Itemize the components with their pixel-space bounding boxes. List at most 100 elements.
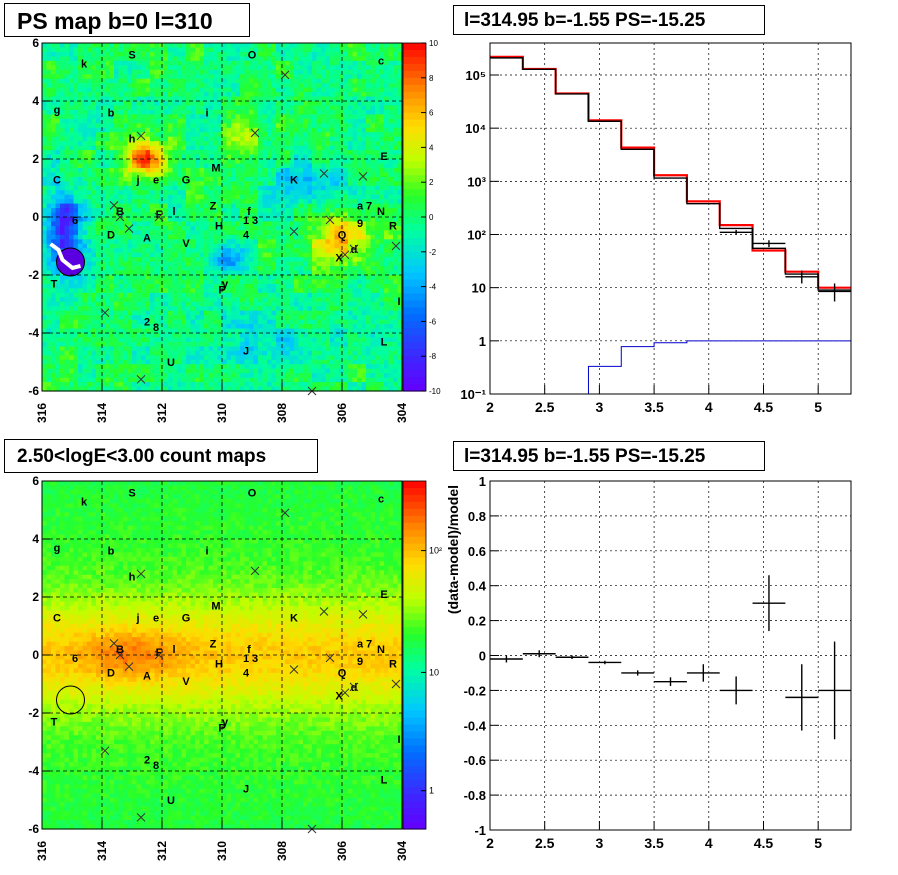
- heatmap-cell: [267, 217, 273, 223]
- heatmap-cell: [244, 60, 250, 66]
- heatmap-cell: [46, 248, 52, 254]
- heatmap-cell: [123, 301, 129, 307]
- heatmap-cell: [73, 230, 79, 236]
- heatmap-cell: [208, 212, 214, 218]
- heatmap-cell: [78, 43, 84, 49]
- heatmap-cell: [208, 96, 214, 102]
- heatmap-cell: [285, 123, 291, 129]
- heatmap-cell: [168, 181, 174, 187]
- heatmap-cell: [91, 185, 97, 191]
- heatmap-cell: [87, 337, 93, 343]
- heatmap-cell: [208, 87, 214, 93]
- heatmap-cell: [163, 114, 169, 120]
- heatmap-cell: [253, 43, 259, 49]
- heatmap-cell: [82, 359, 88, 365]
- heatmap-cell: [325, 118, 331, 124]
- heatmap-cell: [249, 355, 255, 361]
- heatmap-cell: [240, 47, 246, 53]
- heatmap-cell: [226, 283, 232, 289]
- heatmap-cell: [285, 181, 291, 187]
- heatmap-cell: [217, 364, 223, 370]
- heatmap-cell: [141, 275, 147, 281]
- heatmap-cell: [91, 208, 97, 214]
- heatmap-cell: [303, 359, 309, 365]
- heatmap-cell: [163, 243, 169, 249]
- heatmap-cell: [262, 109, 268, 115]
- heatmap-cell: [100, 87, 106, 93]
- heatmap-cell: [267, 47, 273, 53]
- heatmap-cell: [145, 65, 151, 71]
- heatmap-cell: [312, 185, 318, 191]
- heatmap-cell: [141, 105, 147, 111]
- heatmap-cell: [154, 382, 160, 388]
- heatmap-cell: [82, 101, 88, 107]
- heatmap-cell: [231, 60, 237, 66]
- heatmap-cell: [154, 150, 160, 156]
- heatmap-cell: [123, 333, 129, 339]
- heatmap-cell: [172, 203, 178, 209]
- heatmap-cell: [303, 92, 309, 98]
- heatmap-cell: [186, 328, 192, 334]
- heatmap-cell: [289, 199, 295, 205]
- heatmap-cell: [69, 346, 75, 352]
- heatmap-cell: [127, 154, 133, 160]
- heatmap-cell: [244, 69, 250, 75]
- heatmap-cell: [199, 51, 205, 57]
- heatmap-cell: [154, 87, 160, 93]
- heatmap-cell: [307, 136, 313, 142]
- heatmap-cell: [46, 225, 52, 231]
- heatmap-cell: [168, 341, 174, 347]
- heatmap-cell: [240, 243, 246, 249]
- heatmap-cell: [267, 212, 273, 218]
- heatmap-cell: [100, 154, 106, 160]
- heatmap-cell: [163, 203, 169, 209]
- heatmap-cell: [303, 123, 309, 129]
- heatmap-cell: [127, 337, 133, 343]
- heatmap-cell: [154, 43, 160, 49]
- heatmap-cell: [163, 190, 169, 196]
- heatmap-cell: [226, 301, 232, 307]
- heatmap-cell: [312, 359, 318, 365]
- heatmap-cell: [280, 266, 286, 272]
- heatmap-cell: [298, 350, 304, 356]
- heatmap-cell: [289, 141, 295, 147]
- heatmap-cell: [312, 225, 318, 231]
- heatmap-cell: [316, 185, 322, 191]
- heatmap-cell: [55, 132, 61, 138]
- heatmap-cell: [208, 341, 214, 347]
- heatmap-cell: [60, 355, 66, 361]
- heatmap-cell: [46, 301, 52, 307]
- heatmap-cell: [145, 283, 151, 289]
- heatmap-cell: [145, 203, 151, 209]
- heatmap-cell: [249, 51, 255, 57]
- heatmap-cell: [141, 60, 147, 66]
- heatmap-cell: [289, 56, 295, 62]
- heatmap-cell: [294, 297, 300, 303]
- heatmap-cell: [172, 65, 178, 71]
- heatmap-cell: [204, 194, 210, 200]
- heatmap-cell: [91, 292, 97, 298]
- heatmap-cell: [46, 350, 52, 356]
- heatmap-cell: [325, 105, 331, 111]
- heatmap-cell: [78, 83, 84, 89]
- heatmap-cell: [109, 47, 115, 53]
- heatmap-cell: [195, 359, 201, 365]
- heatmap-cell: [298, 324, 304, 330]
- heatmap-cell: [244, 92, 250, 98]
- heatmap-cell: [240, 163, 246, 169]
- heatmap-cell: [82, 252, 88, 258]
- heatmap-cell: [51, 315, 57, 321]
- heatmap-cell: [208, 114, 214, 120]
- heatmap-cell: [267, 78, 273, 84]
- heatmap-cell: [199, 315, 205, 321]
- heatmap-cell: [91, 74, 97, 80]
- heatmap-cell: [181, 172, 187, 178]
- heatmap-cell: [276, 382, 282, 388]
- heatmap-cell: [190, 43, 196, 49]
- heatmap-cell: [307, 47, 313, 53]
- heatmap-cell: [55, 176, 61, 182]
- heatmap-cell: [82, 87, 88, 93]
- heatmap-cell: [186, 69, 192, 75]
- heatmap-cell: [46, 292, 52, 298]
- heatmap-cell: [46, 47, 52, 53]
